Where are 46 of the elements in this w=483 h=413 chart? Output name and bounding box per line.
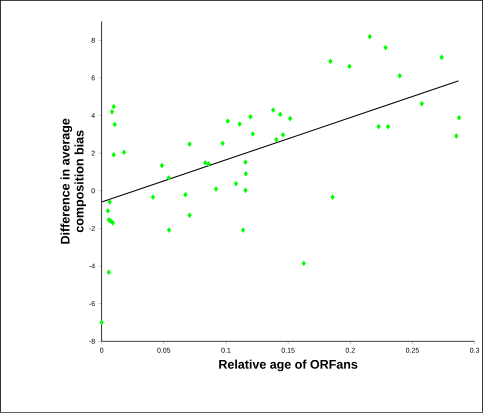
point: [243, 159, 248, 166]
point: [166, 175, 171, 181]
point: [122, 150, 126, 156]
point: [271, 107, 276, 113]
point: [203, 160, 208, 166]
point: [240, 227, 246, 233]
point: [328, 58, 333, 64]
point: [280, 132, 286, 138]
point: [108, 199, 112, 205]
point: [183, 192, 188, 198]
point: [288, 116, 292, 122]
point: [383, 44, 388, 50]
point: [187, 141, 192, 147]
point: [243, 188, 248, 194]
point: [347, 64, 352, 70]
point: [220, 140, 225, 146]
point: [237, 121, 242, 128]
point: [278, 112, 282, 118]
point: [110, 109, 114, 115]
point: [100, 320, 104, 326]
point: [150, 194, 156, 200]
point: [206, 161, 211, 167]
y-axis-title: Difference in average composition bias: [60, 118, 86, 244]
point: [250, 131, 255, 137]
point: [386, 124, 390, 130]
point: [234, 180, 238, 186]
point: [244, 171, 248, 177]
point: [454, 133, 458, 139]
point: [398, 73, 402, 79]
point: [330, 194, 335, 200]
point: [302, 260, 306, 266]
point: [214, 186, 218, 192]
point: [112, 122, 117, 128]
point: [420, 100, 424, 107]
point: [248, 114, 253, 120]
point: [106, 208, 110, 214]
point: [274, 136, 278, 142]
point: [160, 162, 164, 168]
point: [187, 212, 192, 218]
point: [112, 152, 116, 158]
point: [110, 220, 115, 226]
point: [439, 54, 444, 60]
point: [456, 115, 462, 121]
point: [166, 227, 172, 233]
point: [376, 124, 381, 130]
x-axis-title: Relative age of ORFans: [219, 360, 358, 372]
